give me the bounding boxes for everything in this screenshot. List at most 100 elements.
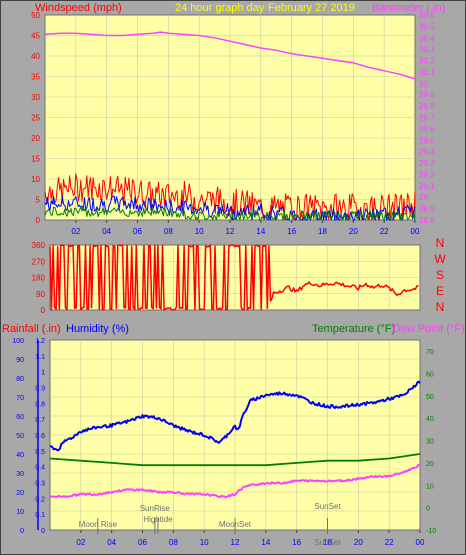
barometer-tick-label: 29.4: [419, 148, 435, 157]
windspeed-tick-label: 45: [31, 32, 40, 41]
time-tick-label: 00: [416, 538, 425, 547]
compass-label: E: [436, 284, 444, 298]
time-tick-label: 10: [200, 538, 209, 547]
wind-direction-grid: [50, 245, 420, 310]
humidity-scale-label: 0.8: [35, 401, 45, 408]
direction-tick-label: 270: [32, 257, 46, 266]
time-tick-label: 18: [323, 538, 332, 547]
time-tick-label: 04: [102, 227, 111, 236]
dewpoint-axis-title: Dew Point (°F): [393, 323, 465, 335]
windspeed-tick-label: 50: [31, 11, 40, 20]
time-tick-label: 08: [164, 227, 173, 236]
rainfall-scale-label: 10: [16, 509, 24, 516]
wind-direction-axis: 0 90 180 270 360: [32, 241, 46, 315]
barometer-tick-label: 29.5: [419, 136, 435, 145]
humidity-scale-label: 1.1: [35, 354, 45, 361]
humidity-scale-label: 0.3: [35, 481, 45, 488]
rainfall-scale-label: 30: [16, 471, 24, 478]
windspeed-tick-label: 5: [36, 196, 41, 205]
temperature-tick-label: 70: [426, 349, 434, 356]
time-tick-label: 16: [292, 538, 301, 547]
time-tick-label: 18: [318, 227, 327, 236]
event-label: MoonSet: [219, 520, 252, 529]
compass-label: N: [436, 300, 445, 314]
time-tick-label: 00: [411, 227, 420, 236]
humidity-temperature-grid: [50, 340, 420, 530]
humidity-scale-label: 0.1: [35, 512, 45, 519]
temperature-tick-label: 20: [426, 461, 434, 468]
temperature-tick-label: -10: [426, 528, 436, 535]
barometer-line: [44, 31, 416, 80]
rainfall-axis: 0 10 20 30 40 50 60 70 80 90 100: [12, 338, 39, 535]
windspeed-axis-title: Windspeed (mph): [35, 2, 122, 14]
wind-barometer-series: [44, 31, 416, 221]
time-tick-label: 14: [256, 227, 265, 236]
rainfall-scale-label: 80: [16, 376, 24, 383]
barometer-tick-label: 30.2: [419, 57, 435, 66]
compass-label: N: [436, 236, 445, 250]
wind-low-line: [44, 206, 416, 221]
barometer-tick-label: 30.6: [419, 11, 435, 20]
humidity-scale-label: 1.2: [35, 338, 45, 345]
barometer-tick-label: 29: [419, 193, 428, 202]
event-label: Moon Rise: [79, 520, 118, 529]
barometer-tick-label: 29.7: [419, 114, 435, 123]
time-tick-label: 16: [287, 227, 296, 236]
direction-tick-label: 90: [36, 290, 45, 299]
barometer-tick-label: 30.4: [419, 34, 435, 43]
rainfall-scale-label: 60: [16, 414, 24, 421]
time-tick-label: 04: [107, 538, 116, 547]
windspeed-axis: 0 5 10 15 20 25 30 35 40 45 50: [31, 11, 40, 225]
rainfall-scale-label: 20: [16, 490, 24, 497]
humidity-scale-label: 0.9: [35, 386, 45, 393]
astronomy-events: Moon Rise SunRise Hightide MoonSet SunSet Sun…: [79, 502, 342, 547]
barometer-tick-label: 29.9: [419, 91, 435, 100]
humidity-scale-label: 0.4: [35, 465, 45, 472]
barometer-tick-label: 30.3: [419, 45, 435, 54]
graph-date-label: February 27 2019: [268, 2, 355, 14]
time-tick-label: 10: [195, 227, 204, 236]
barometer-tick-label: 28.9: [419, 205, 435, 214]
temperature-tick-label: 50: [426, 394, 434, 401]
windspeed-tick-label: 10: [31, 175, 40, 184]
time-tick-label: 02: [71, 227, 80, 236]
wind-direction-series: [49, 244, 419, 311]
rainfall-scale-label: 40: [16, 452, 24, 459]
temperature-line: [49, 453, 421, 467]
humidity-line: [49, 380, 421, 452]
temperature-tick-label: 0: [426, 506, 430, 513]
graph-period-label: 24 hour graph day: [175, 2, 265, 14]
windspeed-tick-label: 0: [36, 216, 41, 225]
time-tick-label: 02: [76, 538, 85, 547]
wind-time-axis: 02 04 06 08 10 12 14 16 18 20 22 00: [71, 220, 420, 236]
time-tick-label: 22: [385, 538, 394, 547]
barometer-tick-label: 29.6: [419, 125, 435, 134]
barometer-tick-label: 30.5: [419, 22, 435, 31]
event-label: SunSet: [314, 538, 341, 547]
rainfall-scale-label: 0: [20, 528, 24, 535]
time-tick-label: 22: [380, 227, 389, 236]
wind-average-line: [44, 195, 416, 221]
event-label: Hightide: [143, 515, 173, 524]
windspeed-tick-label: 15: [31, 155, 40, 164]
barometer-tick-label: 30.1: [419, 68, 435, 77]
barometer-axis: 28.8 28.9 29 29.1 29.2 29.3 29.4 29.5 29.6 29.7 29…: [419, 11, 435, 225]
time-tick-label: 12: [231, 538, 240, 547]
dewpoint-line: [49, 463, 421, 499]
windspeed-tick-label: 25: [31, 114, 40, 123]
barometer-tick-label: 29.1: [419, 182, 435, 191]
rainfall-scale-label: 70: [16, 395, 24, 402]
barometer-tick-label: 30: [419, 79, 428, 88]
direction-tick-label: 360: [32, 241, 46, 250]
temperature-axis-title: Temperature (°F): [312, 323, 395, 335]
humidity-time-axis: 02 04 06 08 10 12 14 16 18 20 22 00: [76, 530, 425, 547]
windspeed-tick-label: 35: [31, 73, 40, 82]
time-tick-label: 20: [354, 538, 363, 547]
event-label: SunSet: [314, 502, 341, 511]
time-tick-label: 14: [261, 538, 270, 547]
temperature-tick-label: 40: [426, 416, 434, 423]
compass-label: W: [434, 252, 446, 266]
humidity-axis-title: Humidity (%): [66, 323, 129, 335]
